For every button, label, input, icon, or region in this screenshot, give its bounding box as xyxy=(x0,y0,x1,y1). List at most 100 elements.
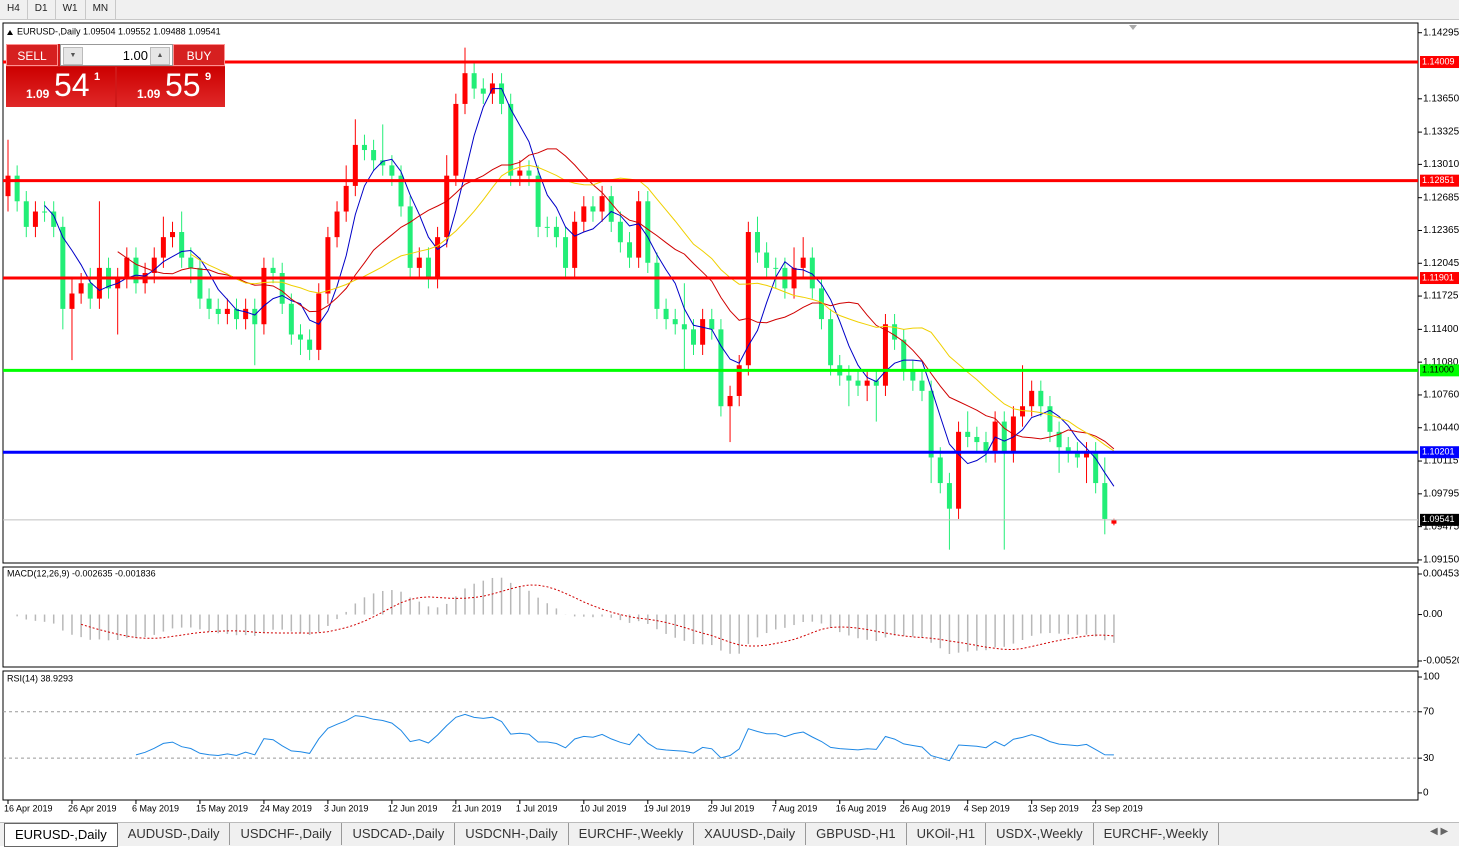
candle-body xyxy=(718,329,724,407)
macd-frame xyxy=(2,566,1419,668)
candle-body xyxy=(1056,431,1062,448)
chart-tab[interactable]: USDCNH-,Daily xyxy=(455,823,569,845)
y-tick-label: 0 xyxy=(1423,788,1429,799)
x-tick-label: 15 May 2019 xyxy=(196,803,248,813)
one-click-trading: SELL ▼ 1.00 ▲ BUY 1.09 54 1 1.09 55 9 xyxy=(6,44,225,107)
level-label: 1.14009 xyxy=(1422,56,1455,66)
candle-body xyxy=(590,206,596,212)
macd-title: MACD(12,26,9) -0.002635 -0.001836 xyxy=(7,568,156,578)
candle-body xyxy=(745,232,751,366)
y-tick-label: 1.11725 xyxy=(1423,291,1459,302)
candle-body xyxy=(243,308,249,320)
lot-up[interactable]: ▲ xyxy=(150,47,170,65)
candle-body xyxy=(553,226,559,238)
candle-body xyxy=(709,319,715,330)
moving-average xyxy=(117,148,1115,450)
timeframe-button[interactable]: D1 xyxy=(28,0,56,19)
y-tick-label: 1.10115 xyxy=(1423,456,1459,467)
candle-body xyxy=(224,308,230,314)
candle-body xyxy=(1029,390,1035,407)
chart-tab[interactable]: USDCHF-,Daily xyxy=(230,823,343,845)
chart-tab[interactable]: EURCHF-,Weekly xyxy=(1094,823,1220,845)
candle-body xyxy=(1102,483,1108,519)
buy-price-pips: 55 xyxy=(165,67,201,103)
level-label: 1.11901 xyxy=(1422,272,1454,282)
candle-body xyxy=(535,175,541,227)
chart-tab[interactable]: AUDUSD-,Daily xyxy=(118,823,231,845)
candle-body xyxy=(910,370,916,381)
candle-body xyxy=(480,88,486,94)
y-tick-label: 1.10440 xyxy=(1423,422,1459,433)
chart-tab[interactable]: USDCAD-,Daily xyxy=(342,823,456,845)
x-tick-label: 19 Jul 2019 xyxy=(644,803,691,813)
candle-body xyxy=(78,283,84,294)
candle-body xyxy=(270,267,276,274)
candle-body xyxy=(691,329,696,345)
x-tick-label: 16 Apr 2019 xyxy=(4,803,53,813)
candle-body xyxy=(371,150,377,161)
candle-body xyxy=(188,257,194,268)
candle-body xyxy=(517,170,523,176)
candle-body xyxy=(727,395,733,407)
x-tick-label: 21 Jun 2019 xyxy=(452,803,502,813)
candle-body xyxy=(873,380,879,386)
y-tick-label: 1.13650 xyxy=(1423,93,1459,104)
current-price-box xyxy=(1420,513,1459,526)
candle-body xyxy=(1093,452,1099,484)
chart-tab[interactable]: EURUSD-,Daily xyxy=(4,823,118,847)
y-tick-label: 1.09795 xyxy=(1423,488,1459,499)
y-tick-label: 1.09475 xyxy=(1423,521,1459,532)
sell-price[interactable]: 1.09 54 1 xyxy=(6,67,115,107)
candle-body xyxy=(297,334,303,340)
candle-body xyxy=(425,257,431,279)
candle-body xyxy=(343,185,349,212)
candle-body xyxy=(1038,390,1044,407)
candle-body xyxy=(179,232,185,258)
tab-scroll[interactable]: ◀ ▶ xyxy=(1430,826,1449,837)
y-tick-label: 1.11080 xyxy=(1423,357,1459,368)
y-tick-label: 1.12685 xyxy=(1423,192,1459,203)
timeframe-toolbar: H4 D1 W1 MN xyxy=(0,0,1459,20)
timeframe-button[interactable]: W1 xyxy=(56,0,86,19)
shift-marker xyxy=(1129,25,1137,30)
y-tick-label: 100 xyxy=(1423,672,1440,683)
x-tick-label: 29 Jul 2019 xyxy=(708,803,755,813)
lot-input[interactable]: ▼ 1.00 ▲ xyxy=(60,44,173,66)
buy-price[interactable]: 1.09 55 9 xyxy=(117,67,225,107)
candle-body xyxy=(1065,447,1071,453)
lot-down[interactable]: ▼ xyxy=(63,47,83,65)
timeframe-button[interactable]: H4 xyxy=(0,0,28,19)
candle-body xyxy=(380,160,386,166)
chart-tab[interactable]: USDX-,Weekly xyxy=(986,823,1094,845)
candle-body xyxy=(572,221,578,268)
x-tick-label: 26 Apr 2019 xyxy=(68,803,117,813)
candle-body xyxy=(736,365,742,396)
buy-price-fraction: 9 xyxy=(205,71,212,83)
candle-body xyxy=(60,226,66,309)
x-tick-label: 12 Jun 2019 xyxy=(388,803,438,813)
candle-body xyxy=(636,201,642,258)
candle-body xyxy=(1001,421,1007,453)
candle-body xyxy=(160,237,166,258)
lot-value: 1.00 xyxy=(122,48,148,63)
timeframe-button[interactable]: MN xyxy=(86,0,117,19)
chart-tab[interactable]: XAUUSD-,Daily xyxy=(694,823,807,845)
y-tick-label: 0.004536 xyxy=(1423,569,1459,580)
candle-body xyxy=(124,257,130,279)
chart-tab[interactable]: GBPUSD-,H1 xyxy=(806,823,907,845)
collapse-icon xyxy=(7,30,13,35)
candle-body xyxy=(1020,406,1026,417)
candle-body xyxy=(133,257,139,284)
chart-tab[interactable]: EURCHF-,Weekly xyxy=(569,823,695,845)
candle-body xyxy=(672,319,678,325)
candle-body xyxy=(627,242,633,258)
sell-button[interactable]: SELL xyxy=(6,44,58,66)
buy-button[interactable]: BUY xyxy=(173,44,225,66)
chart-tab[interactable]: UKOil-,H1 xyxy=(907,823,987,845)
candle-body xyxy=(809,257,815,289)
candle-body xyxy=(334,211,340,238)
candle-body xyxy=(416,257,422,268)
candle-body xyxy=(599,196,605,212)
candle-body xyxy=(956,431,962,509)
candle-body xyxy=(1074,452,1080,458)
